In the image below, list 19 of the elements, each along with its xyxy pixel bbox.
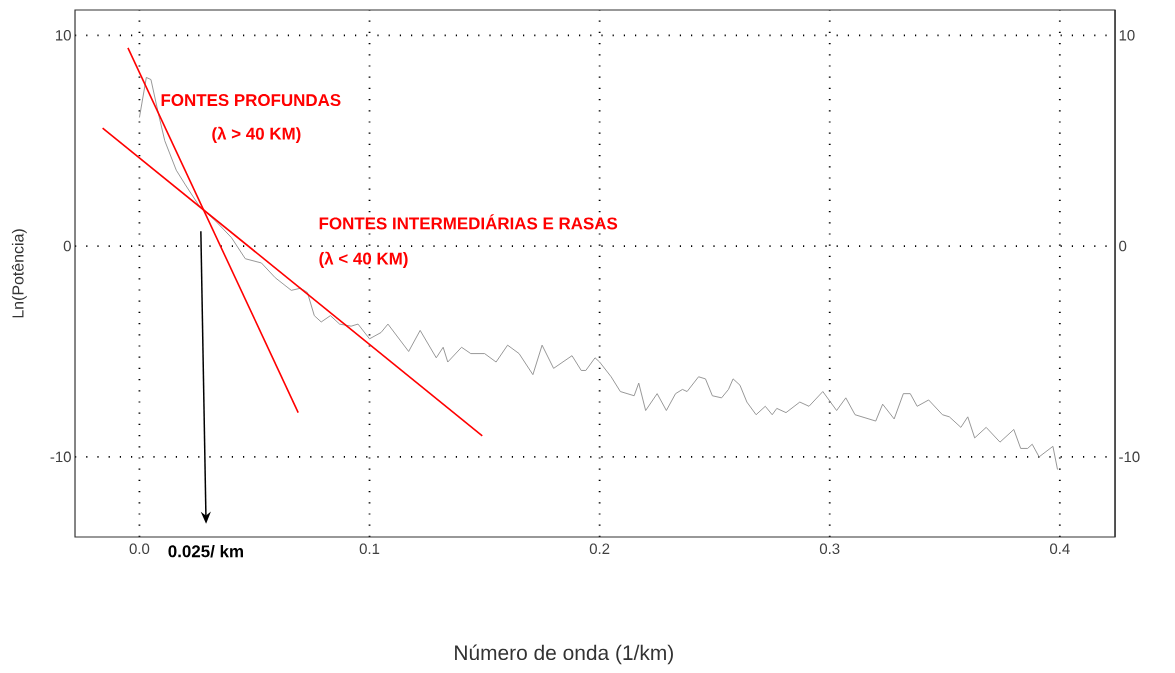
- y-tick-label: 0: [63, 240, 71, 252]
- annotation: FONTES PROFUNDAS: [161, 94, 341, 107]
- x-tick-label: 0.0: [129, 543, 150, 555]
- y2-tick-label: 0: [1119, 240, 1127, 252]
- x-tick-label: 0.4: [1050, 543, 1070, 555]
- line-series: [138, 76, 1058, 470]
- y-axis-title: Ln(Potência): [11, 229, 27, 318]
- text: 0.025/ km: [168, 544, 243, 558]
- x-axis-title: Número de onda (1/km): [455, 644, 673, 665]
- annotation: (λ < 40 KM): [319, 251, 408, 268]
- y2-tick-label: -10: [1119, 451, 1140, 463]
- x-tick-label: 0.2: [589, 543, 610, 555]
- annotation: (λ > 40 KM): [212, 126, 301, 143]
- x-tick-label: 0.1: [359, 543, 380, 555]
- y2-tick-label: 10: [1119, 29, 1135, 41]
- y-tick-label: -10: [50, 451, 71, 463]
- annotation: FONTES INTERMEDIÁRIAS E RASAS: [319, 214, 618, 230]
- y-tick-label: 10: [56, 29, 71, 41]
- x-tick-label: 0.3: [819, 543, 840, 555]
